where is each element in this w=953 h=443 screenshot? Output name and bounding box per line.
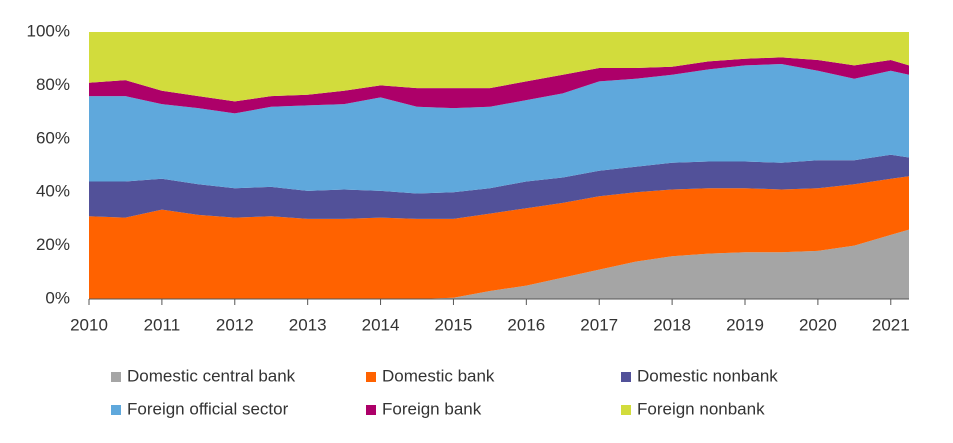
y-tick-label: 100% — [27, 21, 70, 40]
legend-label: Domestic central bank — [127, 366, 296, 385]
x-tick-label: 2021 — [872, 315, 910, 334]
area — [89, 154, 909, 219]
y-tick-label: 40% — [36, 182, 70, 201]
legend-label: Foreign bank — [382, 399, 482, 418]
y-tick-label: 60% — [36, 128, 70, 147]
y-tick-label: 80% — [36, 75, 70, 94]
legend-label: Foreign official sector — [127, 399, 289, 418]
area — [89, 229, 909, 299]
x-tick-label: 2012 — [216, 315, 254, 334]
x-tick-label: 2011 — [144, 315, 181, 334]
x-tick-label: 2015 — [435, 315, 473, 334]
x-tick-label: 2019 — [726, 315, 764, 334]
y-tick-label: 0% — [45, 288, 70, 307]
legend-label: Foreign nonbank — [637, 399, 765, 418]
x-tick-label: 2016 — [507, 315, 545, 334]
legend-label: Domestic bank — [382, 366, 495, 385]
legend-swatch — [621, 405, 631, 415]
x-tick-label: 2017 — [580, 315, 618, 334]
x-tick-label: 2013 — [289, 315, 327, 334]
legend-swatch — [366, 405, 376, 415]
legend-swatch — [111, 405, 121, 415]
x-tick-label: 2018 — [653, 315, 691, 334]
x-tick-label: 2020 — [799, 315, 837, 334]
y-tick-label: 20% — [36, 235, 70, 254]
x-tick-label: 2014 — [362, 315, 400, 334]
area — [89, 32, 909, 102]
area — [89, 176, 909, 299]
legend-label: Domestic nonbank — [637, 366, 778, 385]
x-tick-label: 2010 — [70, 315, 108, 334]
legend-swatch — [111, 372, 121, 382]
legend-swatch — [366, 372, 376, 382]
legend-swatch — [621, 372, 631, 382]
area — [89, 57, 909, 114]
area — [89, 64, 909, 194]
